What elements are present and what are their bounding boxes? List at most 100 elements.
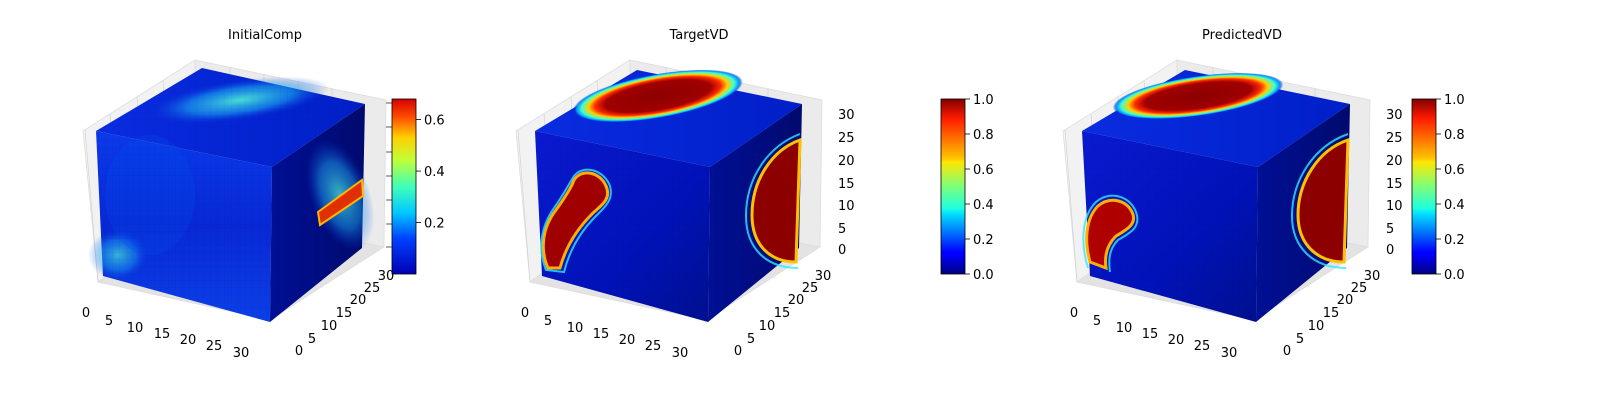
x-axis-ticks: 0 5 10 15 20 25 30 <box>1070 306 1237 361</box>
y-tick-label: 25 <box>364 281 381 296</box>
x-tick-label: 25 <box>1194 339 1211 354</box>
colorbar-tick-label: 1.0 <box>1444 93 1465 108</box>
panel-targetvd: TargetVD <box>515 28 994 361</box>
y-tick-label: 5 <box>1296 332 1304 347</box>
y-axis-ticks: 0 5 10 15 20 25 30 <box>1283 269 1380 359</box>
voxel-grid-front <box>535 131 710 322</box>
y-tick-label: 0 <box>734 344 742 359</box>
colorbar-tick-label: 0.6 <box>1444 163 1465 178</box>
x-tick-label: 15 <box>1142 327 1159 342</box>
z-axis-tickmarks <box>386 102 392 248</box>
x-tick-label: 10 <box>1116 321 1133 336</box>
x-tick-label: 0 <box>1070 306 1078 321</box>
panel-initialcomp: InitialComp <box>82 28 445 361</box>
y-tick-label: 15 <box>774 306 791 321</box>
panel-predictedvd: PredictedVD <box>1062 28 1465 361</box>
colorbar: 0.2 0.4 0.6 <box>391 98 445 275</box>
y-tick-label: 30 <box>378 269 395 284</box>
y-tick-label: 25 <box>802 281 819 296</box>
colorbar-tick-label: 0.8 <box>1444 128 1465 143</box>
z-tick-label: 15 <box>838 177 855 192</box>
z-tick-label: 10 <box>838 199 855 214</box>
y-tick-label: 15 <box>336 306 353 321</box>
z-tick-label: 30 <box>838 108 855 123</box>
y-tick-label: 0 <box>1283 344 1291 359</box>
x-tick-label: 20 <box>619 333 636 348</box>
y-axis-ticks: 0 5 10 15 20 25 30 <box>295 269 394 359</box>
z-tick-label: 30 <box>1386 108 1403 123</box>
z-tick-label: 25 <box>1386 131 1403 146</box>
x-tick-label: 30 <box>1221 346 1238 361</box>
y-tick-label: 10 <box>321 319 338 334</box>
colorbar-tick-label: 0.2 <box>1444 233 1465 248</box>
hot-top-region <box>1112 72 1284 120</box>
z-tick-label: 5 <box>1386 222 1394 237</box>
x-tick-label: 10 <box>567 321 584 336</box>
x-tick-label: 30 <box>672 346 689 361</box>
colorbar-tick-label: 1.0 <box>973 93 994 108</box>
z-tick-label: 0 <box>1386 243 1394 258</box>
y-tick-label: 0 <box>295 344 303 359</box>
colorbar-tick-label: 0.2 <box>424 217 445 232</box>
x-tick-label: 30 <box>233 346 250 361</box>
x-tick-label: 20 <box>180 333 197 348</box>
colorbar-tick-label: 0.6 <box>973 163 994 178</box>
x-tick-label: 25 <box>206 339 223 354</box>
voxel-grid-front <box>96 131 272 322</box>
x-tick-label: 20 <box>1168 333 1185 348</box>
hot-top-region <box>573 69 743 123</box>
z-tick-label: 20 <box>838 154 855 169</box>
x-tick-label: 5 <box>1093 314 1101 329</box>
x-tick-label: 5 <box>544 314 552 329</box>
colorbar: 0.0 0.2 0.4 0.6 0.8 1.0 <box>940 93 994 283</box>
colorbar-tick-label: 0.0 <box>973 268 994 283</box>
voxel-cube <box>88 68 375 322</box>
hot-right-region <box>750 137 802 264</box>
voxel-grid-front <box>1082 131 1258 322</box>
y-tick-label: 30 <box>815 269 832 284</box>
y-tick-label: 30 <box>1364 269 1381 284</box>
y-axis-ticks: 0 5 10 15 20 25 30 <box>734 269 831 359</box>
colorbar-gradient <box>940 98 966 275</box>
y-tick-label: 25 <box>1351 281 1368 296</box>
voxel-cube <box>1082 70 1350 322</box>
z-axis-ticks: 0 5 10 15 20 25 30 <box>1386 108 1403 258</box>
colorbar-tick-label: 0.2 <box>973 233 994 248</box>
z-tick-label: 20 <box>1386 154 1403 169</box>
z-tick-label: 25 <box>838 131 855 146</box>
z-tick-label: 15 <box>1386 177 1403 192</box>
colorbar-tick-label: 0.6 <box>424 114 445 129</box>
colorbar-tick-label: 0.0 <box>1444 268 1465 283</box>
hot-right-glow <box>744 133 801 269</box>
z-tick-label: 5 <box>838 222 846 237</box>
x-axis-ticks: 0 5 10 15 20 25 30 <box>521 306 688 361</box>
x-tick-label: 0 <box>82 306 90 321</box>
chart-title: TargetVD <box>668 28 728 43</box>
x-axis-ticks: 0 5 10 15 20 25 30 <box>82 306 249 361</box>
z-tick-label: 0 <box>838 243 846 258</box>
colorbar: 0.0 0.2 0.4 0.6 0.8 1.0 <box>1411 93 1465 283</box>
x-tick-label: 0 <box>521 306 529 321</box>
colorbar-tick-label: 0.4 <box>1444 198 1465 213</box>
y-tick-label: 20 <box>1337 293 1354 308</box>
x-tick-label: 25 <box>645 339 662 354</box>
y-tick-label: 5 <box>308 332 316 347</box>
x-tick-label: 15 <box>154 327 171 342</box>
voxel-cube <box>535 69 802 322</box>
x-tick-label: 10 <box>127 321 144 336</box>
y-tick-label: 10 <box>1308 319 1325 334</box>
y-tick-label: 15 <box>1323 306 1340 321</box>
chart-title: PredictedVD <box>1202 28 1282 43</box>
y-tick-label: 10 <box>759 319 776 334</box>
y-tick-label: 20 <box>788 293 805 308</box>
colorbar-gradient <box>1411 98 1437 275</box>
y-tick-label: 5 <box>747 332 755 347</box>
voxel-grid-top <box>96 68 365 167</box>
hot-right-region <box>1296 137 1350 264</box>
colorbar-gradient <box>391 98 417 275</box>
y-tick-label: 20 <box>350 293 367 308</box>
x-tick-label: 15 <box>593 327 610 342</box>
colorbar-tick-label: 0.4 <box>973 198 994 213</box>
z-axis-ticks: 0 5 10 15 20 25 30 <box>838 108 855 258</box>
